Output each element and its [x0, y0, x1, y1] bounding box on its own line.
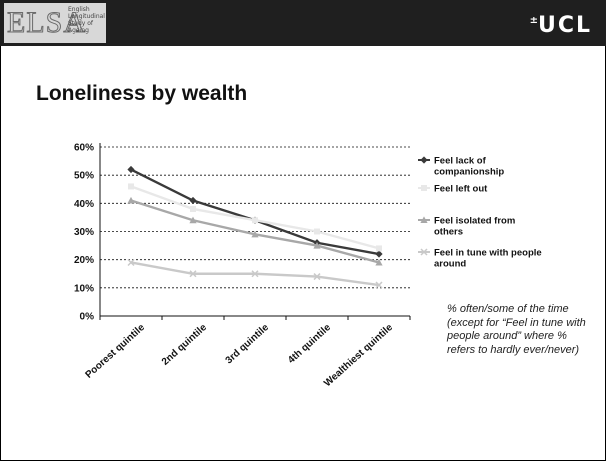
data-point: [375, 258, 383, 266]
x-tick-label: Wealthiest quintile: [322, 322, 395, 389]
data-point: [127, 165, 135, 174]
elsa-subtitle-line: Ageing: [68, 27, 89, 34]
data-point: [420, 216, 428, 223]
y-tick-label: 0%: [80, 312, 95, 323]
y-tick-label: 40%: [74, 199, 94, 210]
data-point: [190, 205, 196, 212]
header-bar: ELSA English Longitudinal Study of Agein…: [0, 0, 606, 46]
elsa-subtitle-line: Longitudinal: [68, 13, 105, 20]
legend-label: around: [434, 259, 466, 270]
data-point: [127, 196, 135, 204]
legend-label: companionship: [434, 167, 504, 178]
elsa-logo-text: ELSA: [7, 6, 86, 39]
legend-label: Feel lack of: [434, 156, 487, 167]
y-tick-label: 30%: [74, 227, 94, 238]
elsa-subtitle-line: Study of: [68, 20, 94, 27]
data-point: [189, 270, 197, 278]
ucl-logo: ±UCL: [530, 13, 592, 38]
x-tick-label: Poorest quintile: [83, 322, 147, 381]
legend-label: Feel isolated from: [434, 216, 515, 227]
data-point: [251, 230, 259, 238]
data-point: [313, 273, 321, 281]
ucl-logo-text: UCL: [537, 13, 592, 38]
data-point: [127, 258, 135, 267]
data-point: [376, 245, 382, 252]
data-point: [128, 183, 134, 190]
x-tick-label: 3rd quintile: [224, 322, 272, 367]
legend-label: others: [434, 227, 463, 238]
x-tick-label: 4th quintile: [286, 322, 333, 366]
data-point: [189, 196, 197, 205]
data-point: [420, 248, 428, 256]
data-point: [420, 156, 428, 164]
ucl-logo-symbol: ±: [529, 15, 538, 26]
data-point: [375, 250, 383, 258]
legend-label: Feel left out: [434, 184, 488, 195]
slide-title: Loneliness by wealth: [36, 82, 248, 105]
data-point: [375, 281, 383, 289]
legend-label: Feel in tune with people: [434, 248, 542, 259]
y-tick-label: 60%: [74, 143, 94, 154]
y-tick-label: 50%: [74, 171, 94, 182]
x-tick-label: 2nd quintile: [160, 322, 209, 368]
data-point: [189, 216, 197, 224]
y-tick-label: 10%: [74, 283, 94, 294]
elsa-subtitle-line: English: [68, 6, 90, 13]
data-point: [313, 241, 321, 249]
data-point: [252, 217, 258, 224]
chart-note: % often/some of the time (except for “Fe…: [447, 303, 586, 356]
data-point: [251, 270, 259, 278]
data-point: [421, 185, 427, 191]
elsa-logo: ELSA English Longitudinal Study of Agein…: [4, 3, 106, 43]
elsa-logo-subtitle: English Longitudinal Study of Ageing: [68, 6, 105, 34]
data-point: [314, 228, 320, 235]
y-tick-label: 20%: [74, 255, 94, 266]
